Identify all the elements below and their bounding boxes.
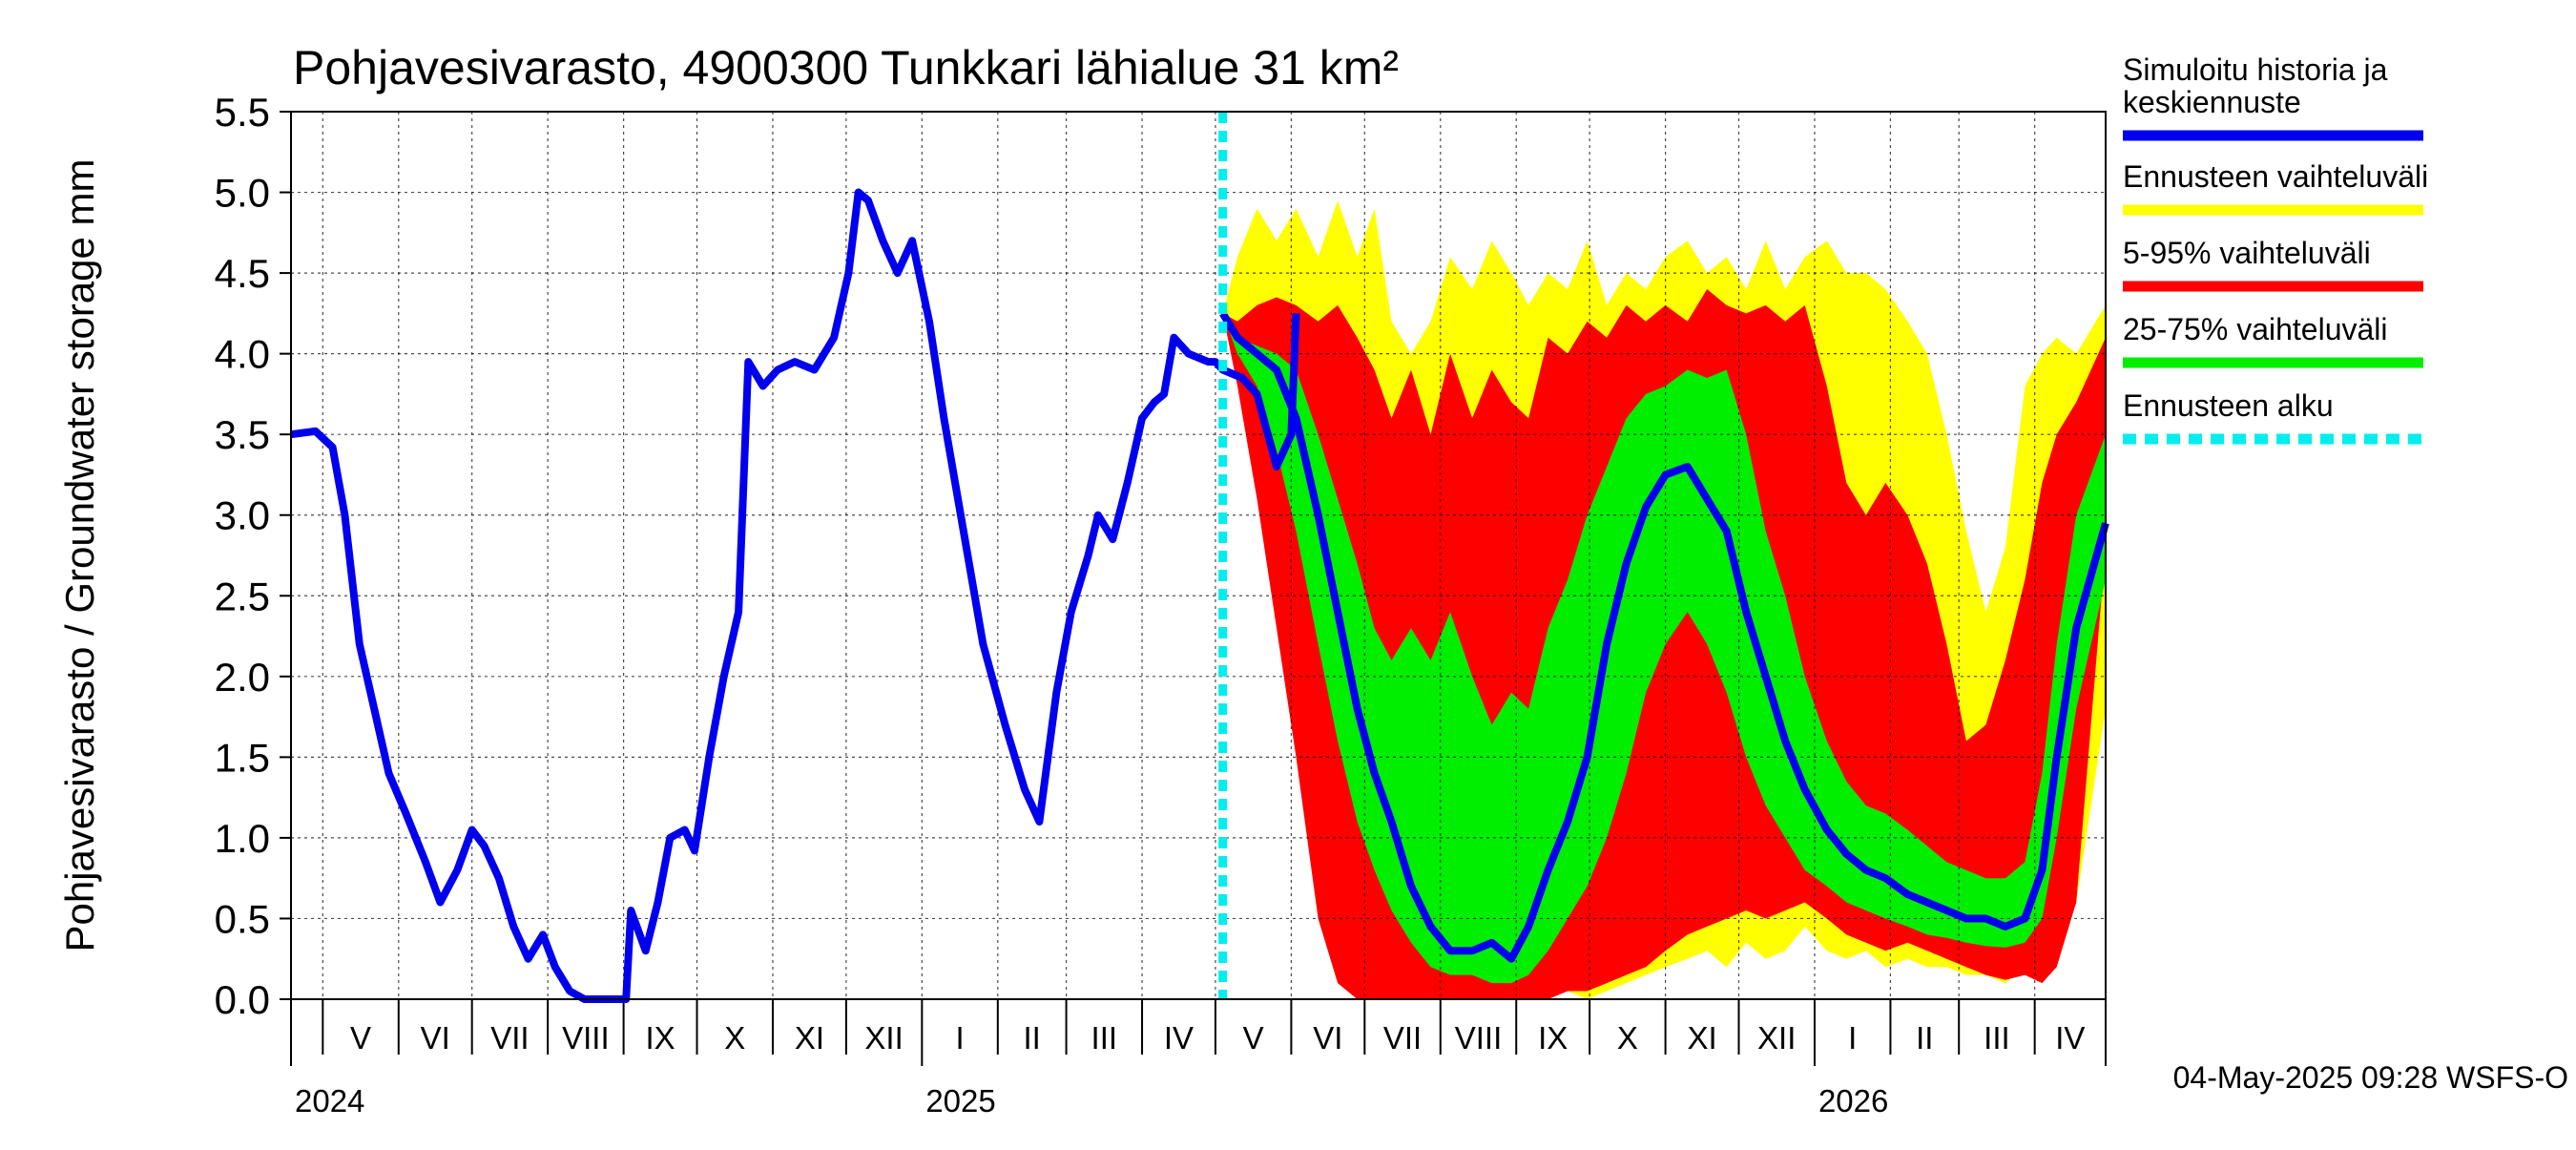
month-label: IV xyxy=(1164,1020,1194,1056)
month-label: II xyxy=(1024,1020,1041,1056)
month-label: X xyxy=(724,1020,745,1056)
month-label: VIII xyxy=(562,1020,610,1056)
month-label: IV xyxy=(2055,1020,2085,1056)
month-label: II xyxy=(1916,1020,1933,1056)
plot-frame xyxy=(290,111,2107,1000)
month-label: X xyxy=(1617,1020,1638,1056)
month-label: VI xyxy=(421,1020,450,1056)
legend-label: 25-75% vaihteluväli xyxy=(2123,312,2388,346)
y-tick-label: 0.5 xyxy=(215,896,270,941)
month-label: V xyxy=(1243,1020,1264,1056)
month-label: VII xyxy=(1383,1020,1422,1056)
y-tick-label: 4.0 xyxy=(215,332,270,377)
y-tick-label: 3.0 xyxy=(215,493,270,538)
month-label: III xyxy=(1984,1020,2010,1056)
month-label: IX xyxy=(645,1020,675,1056)
month-label: XI xyxy=(1687,1020,1716,1056)
history-line xyxy=(290,188,1300,1003)
month-label: XII xyxy=(1757,1020,1796,1056)
y-axis-label: Pohjavesivarasto / Groundwater storage m… xyxy=(57,158,102,951)
y-tick-label: 5.0 xyxy=(215,171,270,216)
y-tick-label: 1.5 xyxy=(215,735,270,780)
year-label: 2025 xyxy=(925,1083,995,1119)
y-tick-label: 2.5 xyxy=(215,574,270,618)
month-label: III xyxy=(1091,1020,1118,1056)
y-tick-label: 4.5 xyxy=(215,251,270,296)
legend-label: keskiennuste xyxy=(2123,85,2301,119)
month-label: I xyxy=(955,1020,964,1056)
y-tick-label: 3.5 xyxy=(215,412,270,457)
timestamp-footer: 04-May-2025 09:28 WSFS-O xyxy=(2173,1060,2568,1095)
month-label: V xyxy=(350,1020,371,1056)
chart-title: Pohjavesivarasto, 4900300 Tunkkari lähia… xyxy=(293,41,1399,94)
month-label: VIII xyxy=(1455,1020,1503,1056)
month-label: VI xyxy=(1313,1020,1342,1056)
month-label: XI xyxy=(795,1020,824,1056)
legend-label: Ennusteen vaihteluväli xyxy=(2123,159,2428,194)
month-label: I xyxy=(1848,1020,1857,1056)
y-tick-label: 5.5 xyxy=(215,90,270,135)
band-3 xyxy=(1222,313,2106,984)
legend-label: Ennusteen alku xyxy=(2123,388,2334,423)
year-label: 2026 xyxy=(1818,1083,1888,1119)
forecast-median-line xyxy=(1219,311,2109,963)
y-tick-label: 2.0 xyxy=(215,655,270,700)
month-label: IX xyxy=(1538,1020,1568,1056)
legend-label: Simuloitu historia ja xyxy=(2123,52,2388,87)
y-tick-label: 0.0 xyxy=(215,977,270,1022)
legend-label: 5-95% vaihteluväli xyxy=(2123,236,2371,270)
y-tick-label: 1.0 xyxy=(215,816,270,861)
year-label: 2024 xyxy=(295,1083,364,1119)
month-label: VII xyxy=(490,1020,529,1056)
month-label: XII xyxy=(864,1020,903,1056)
